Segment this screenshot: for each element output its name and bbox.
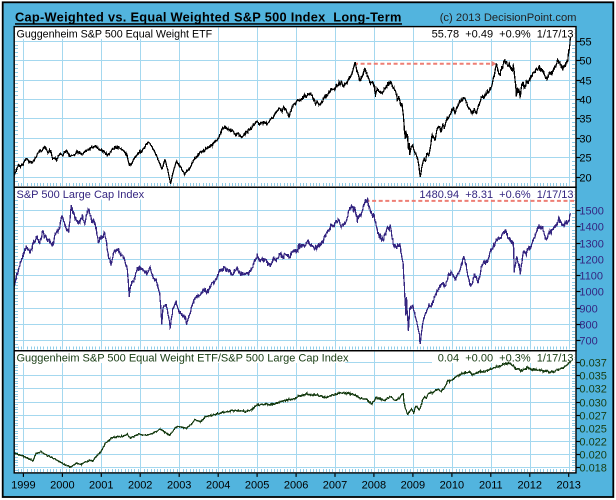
- svg-text:0.037: 0.037: [579, 357, 607, 369]
- svg-text:0.032: 0.032: [579, 383, 607, 395]
- svg-text:20: 20: [579, 172, 591, 184]
- svg-text:2001: 2001: [89, 480, 113, 492]
- svg-text:(c) 2013 DecisionPoint.com: (c) 2013 DecisionPoint.com: [440, 12, 577, 24]
- svg-text:2008: 2008: [362, 480, 386, 492]
- svg-text:55.78 +0.49 +0.9% 1/17/13: 55.78 +0.49 +0.9% 1/17/13: [432, 28, 574, 40]
- svg-text:30: 30: [579, 133, 591, 145]
- svg-text:1400: 1400: [579, 221, 603, 233]
- svg-text:0.025: 0.025: [579, 423, 607, 435]
- svg-text:25: 25: [579, 152, 591, 164]
- svg-text:2006: 2006: [284, 480, 308, 492]
- svg-text:50: 50: [579, 55, 591, 67]
- svg-text:45: 45: [579, 75, 591, 87]
- svg-text:2004: 2004: [206, 480, 230, 492]
- svg-text:2010: 2010: [440, 480, 464, 492]
- svg-text:900: 900: [579, 303, 597, 315]
- svg-text:1100: 1100: [579, 270, 603, 282]
- svg-text:2005: 2005: [245, 480, 269, 492]
- svg-text:0.022: 0.022: [579, 436, 607, 448]
- svg-text:0.027: 0.027: [579, 410, 607, 422]
- svg-text:700: 700: [579, 335, 597, 347]
- svg-text:0.030: 0.030: [579, 397, 607, 409]
- svg-text:S&P 500 Large Cap Index: S&P 500 Large Cap Index: [17, 189, 145, 201]
- svg-text:1300: 1300: [579, 238, 603, 250]
- svg-text:2009: 2009: [401, 480, 425, 492]
- svg-text:Guggenheim S&P 500 Equal Weigh: Guggenheim S&P 500 Equal Weight ETF/S&P …: [17, 352, 350, 364]
- svg-text:2003: 2003: [167, 480, 191, 492]
- svg-text:1500: 1500: [579, 205, 603, 217]
- svg-text:1999: 1999: [11, 480, 35, 492]
- svg-text:35: 35: [579, 113, 591, 125]
- svg-text:0.020: 0.020: [579, 449, 607, 461]
- svg-text:0.035: 0.035: [579, 370, 607, 382]
- svg-text:2002: 2002: [128, 480, 152, 492]
- svg-text:2007: 2007: [323, 480, 347, 492]
- svg-text:1200: 1200: [579, 254, 603, 266]
- svg-text:55: 55: [579, 36, 591, 48]
- svg-text:2013: 2013: [556, 480, 580, 492]
- svg-text:Guggenheim S&P 500 Equal Weigh: Guggenheim S&P 500 Equal Weight ETF: [17, 28, 213, 40]
- svg-text:Cap-Weighted vs. Equal Weighte: Cap-Weighted vs. Equal Weighted S&P 500 …: [15, 10, 402, 25]
- svg-text:0.018: 0.018: [579, 462, 607, 474]
- svg-text:40: 40: [579, 94, 591, 106]
- svg-text:1000: 1000: [579, 286, 603, 298]
- svg-text:0.04 +0.00 +0.3% 1/17/13: 0.04 +0.00 +0.3% 1/17/13: [438, 352, 574, 364]
- svg-text:2012: 2012: [518, 480, 542, 492]
- svg-text:2000: 2000: [50, 480, 74, 492]
- svg-text:1480.94 +8.31 +0.6% 1/17/13: 1480.94 +8.31 +0.6% 1/17/13: [419, 189, 573, 201]
- svg-text:800: 800: [579, 319, 597, 331]
- svg-text:2011: 2011: [479, 480, 503, 492]
